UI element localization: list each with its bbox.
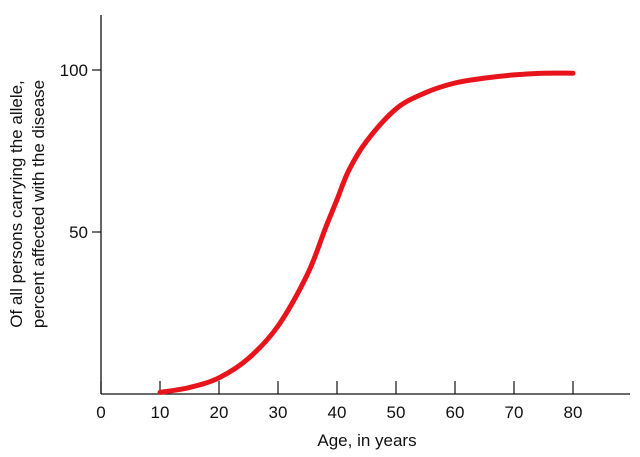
x-tick-label: 60 [446,403,465,422]
x-tick-label: 20 [210,403,229,422]
x-tick-label: 40 [328,403,347,422]
x-tick-label: 80 [564,403,583,422]
x-tick-label: 30 [269,403,288,422]
x-tick-label: 70 [505,403,524,422]
series-line [157,70,576,395]
x-tick-label: 0 [96,403,105,422]
x-tick-label: 50 [387,403,406,422]
y-tick-label: 100 [60,61,88,80]
plot-area: 0 10 20 30 40 50 60 70 80 50 100 [60,15,630,422]
y-axis-title-line-2: percent affected with the disease [29,80,48,328]
x-tick-label: 10 [151,403,170,422]
y-axis-title-line-1: Of all persons carrying the allele, [7,80,26,328]
x-axis-title: Age, in years [317,431,416,450]
y-tick-label: 50 [69,223,88,242]
